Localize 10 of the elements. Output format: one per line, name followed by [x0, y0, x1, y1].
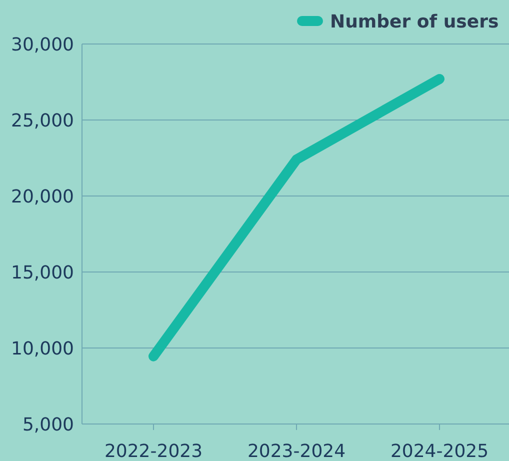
y-tick-label: 20,000 [11, 186, 74, 208]
legend-label: Number of users [330, 11, 499, 32]
x-tick-label: 2023-2024 [247, 441, 346, 461]
y-tick-label: 15,000 [11, 262, 74, 284]
x-tick-label: 2024-2025 [390, 441, 489, 461]
y-tick-label: 30,000 [11, 34, 74, 56]
y-tick-label: 10,000 [11, 338, 74, 360]
y-tick-label: 5,000 [22, 414, 74, 436]
y-tick-label: 25,000 [11, 110, 74, 132]
x-tick-label: 2022-2023 [104, 441, 203, 461]
